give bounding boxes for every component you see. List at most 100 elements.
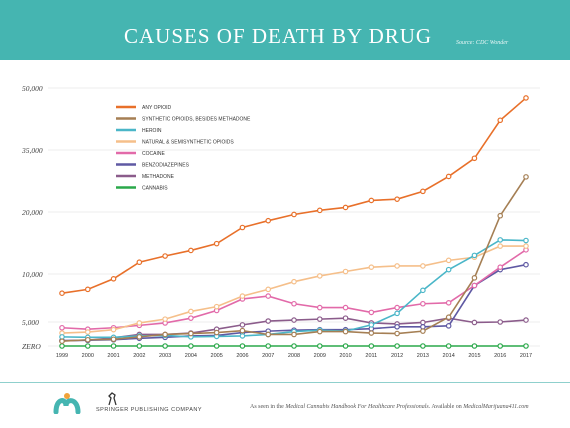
x-tick-label: 2012 [391, 353, 403, 359]
data-point [84, 336, 91, 343]
data-point [471, 155, 478, 162]
data-point [420, 328, 426, 334]
y-tick-label: 20,000 [22, 208, 43, 217]
data-point [445, 343, 452, 349]
data-point [420, 263, 426, 269]
data-point [110, 343, 117, 349]
data-point [136, 343, 143, 349]
x-tick-label: 1999 [56, 353, 68, 359]
data-point [188, 343, 194, 349]
x-tick-label: 2016 [494, 353, 506, 359]
line-chart: ZERO 5,000 10,000 20,000 35,000 50,000 1999 200… [21, 84, 540, 359]
legend-label: SYNTHETIC OPIOIDS, BESIDES METHADONE [142, 117, 251, 123]
medical-marijuana-logo [53, 393, 81, 414]
x-tick-label: 2001 [107, 353, 119, 359]
data-point [110, 336, 117, 343]
data-point [59, 324, 65, 331]
data-point [471, 252, 478, 259]
data-point [394, 330, 400, 337]
x-tick-label: 2006 [236, 353, 248, 359]
data-point [394, 263, 400, 269]
x-tick-label: 2002 [133, 353, 145, 359]
data-point [291, 331, 297, 338]
x-tick-label: 2015 [468, 353, 480, 359]
y-tick-label: 35,000 [21, 146, 43, 155]
data-point [316, 207, 323, 214]
data-point [84, 286, 91, 293]
data-point [368, 264, 375, 270]
springer-horse-icon [108, 392, 117, 406]
data-point [239, 293, 246, 299]
data-point [420, 300, 426, 307]
data-point [291, 211, 297, 218]
data-point [368, 330, 375, 336]
data-point [342, 328, 349, 335]
data-point [497, 319, 504, 325]
data-point [368, 309, 375, 316]
data-point [497, 264, 504, 270]
data-point [213, 343, 220, 349]
data-point [239, 343, 246, 349]
data-point [188, 315, 194, 321]
y-tick-label: 10,000 [22, 270, 43, 279]
data-point [110, 326, 117, 333]
data-point [188, 308, 194, 315]
data-point [110, 276, 117, 282]
data-point [420, 343, 426, 349]
data-point [471, 343, 478, 349]
data-point [316, 328, 323, 335]
data-point [523, 243, 529, 249]
legend-label: METHADONE [142, 174, 175, 180]
data-point [420, 188, 426, 195]
data-point [368, 322, 375, 328]
data-point [316, 304, 323, 311]
legend-label: HEROIN [142, 128, 162, 134]
data-point [265, 286, 272, 293]
legend-label: ANY OPIOID [142, 105, 171, 111]
data-point [291, 343, 297, 349]
data-point [239, 327, 246, 334]
data-point [445, 173, 452, 180]
data-point [342, 268, 349, 275]
data-point [136, 259, 143, 266]
data-point [162, 316, 168, 322]
legend-label: NATURAL & SEMISYNTHETIC OPIOIDS [142, 140, 234, 146]
data-point [59, 343, 65, 349]
legend-label: COCAINE [142, 151, 165, 157]
data-point [84, 329, 91, 335]
data-point [213, 303, 220, 310]
data-point [188, 247, 194, 254]
data-point [497, 212, 504, 219]
data-point [265, 293, 272, 299]
data-point [291, 300, 297, 307]
data-point [445, 314, 452, 321]
legend-label: BENZODIAZEPINES [142, 163, 190, 169]
data-point [188, 330, 194, 337]
x-tick-label: 2013 [417, 353, 429, 359]
series-line [61, 97, 527, 294]
publisher-name: SPRINGER PUBLISHING COMPANY [96, 407, 202, 413]
data-point [523, 261, 529, 268]
data-point [342, 343, 349, 349]
x-tick-label: 2017 [520, 353, 532, 359]
data-point [136, 334, 143, 340]
data-point [84, 343, 91, 349]
data-point [291, 278, 297, 285]
data-point [368, 197, 375, 204]
x-tick-label: 2014 [443, 353, 455, 359]
data-point [162, 331, 168, 338]
data-point [342, 304, 349, 311]
data-point [497, 343, 504, 349]
y-tick-label: 50,000 [22, 84, 43, 93]
data-point [394, 304, 400, 311]
data-point [445, 266, 452, 273]
data-point [394, 196, 400, 202]
data-point [394, 343, 400, 349]
data-point [471, 282, 478, 289]
data-point [239, 224, 246, 231]
data-point [497, 117, 504, 124]
footer-divider [0, 382, 570, 383]
y-tick-label: ZERO [22, 342, 41, 351]
data-point [471, 275, 478, 281]
data-point [162, 343, 168, 349]
